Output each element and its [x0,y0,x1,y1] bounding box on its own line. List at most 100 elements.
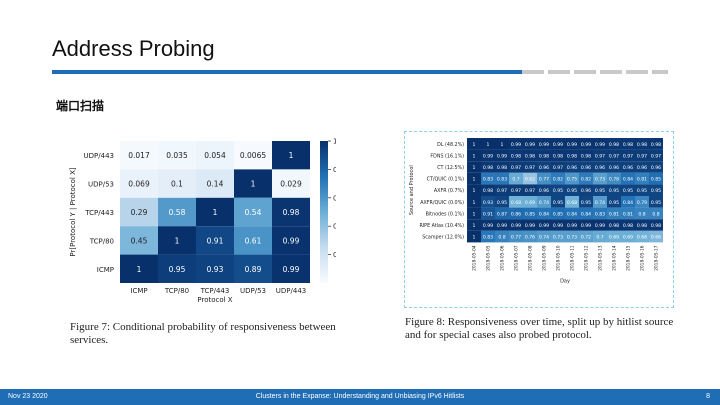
cell-value-label: 0.99 [539,223,549,229]
cell-value-label: 1 [137,265,142,274]
heatmap-cell [621,230,635,243]
heatmap-cell [523,172,537,185]
heatmap-cell [158,141,196,170]
heatmap-cell [649,230,663,243]
heatmap-cell [495,149,509,162]
cell-value-label: 0.99 [595,142,605,148]
heatmap-cell [495,184,509,196]
heatmap-cell [551,196,565,208]
heatmap-cell [495,230,509,243]
cell-value-label: 0.99 [497,153,507,159]
cell-value-label: 0.73 [595,177,605,183]
heatmap-cell [509,149,523,162]
cell-value-label: 0.85 [651,177,661,183]
cell-value-label: 0.95 [637,188,647,194]
heatmap-cell [120,254,158,283]
heatmap-cell [467,149,481,162]
heatmap-cell [537,196,551,208]
x-tick-label: 2018-05-17 [654,245,660,271]
x-axis-label: Day [560,278,570,284]
heatmap-cell [120,197,158,227]
x-tick-label: 2018-05-05 [486,245,492,271]
cell-value-label: 0.79 [637,200,647,206]
cell-value-label: 0.74 [539,235,549,241]
cell-value-label: 0.69 [623,235,633,241]
heatmap-cell [196,254,234,283]
cell-value-label: 0.98 [623,142,633,148]
cell-value-label: 0.74 [595,200,605,206]
heatmap-cell [565,138,579,150]
x-tick-label: 2018-05-16 [640,245,646,271]
y-tick-label: FDNS (16.1%) [430,153,464,159]
cell-value-label: 0.83 [483,177,493,183]
heatmap-cell [196,197,234,227]
heatmap-cell [593,172,607,185]
cell-value-label: 0.97 [525,165,535,171]
cell-value-label: 0.91 [207,236,224,245]
heatmap-cell [481,184,495,196]
heatmap-cell [158,226,196,255]
title-underline [52,70,668,74]
heatmap-cell [607,196,621,208]
colorbar-tick-label: 1.0 [333,138,336,146]
cell-value-label: 0.1 [171,180,183,189]
heatmap-cell [234,169,272,198]
cell-value-label: 0.7 [512,177,519,183]
y-tick-label: AXFR (0.7%) [434,188,464,194]
cell-value-label: 0.14 [207,180,224,189]
heatmap-cell [607,161,621,173]
cell-value-label: 0.98 [651,142,661,148]
heatmap-cell [481,161,495,173]
cell-value-label: 0.86 [511,211,521,217]
cell-value-label: 0.75 [567,177,577,183]
cell-value-label: 0.98 [637,223,647,229]
colorbar-tick-label: 0.2 [333,251,336,259]
cell-value-label: 0.0065 [240,151,266,160]
colorbar [320,141,328,283]
y-tick-label: CT (12.5%) [437,165,464,171]
cell-value-label: 0.91 [483,211,493,217]
x-tick-label: 2018-05-10 [556,245,562,271]
figure7-heatmap: 0.017 0.035 0.054 0.0065 1 UDP/443 0.069 0.1 0.1… [66,134,336,344]
heatmap-cell [635,161,649,173]
heatmap-cell [234,197,272,227]
heatmap-cell [509,161,523,173]
cell-value-label: 0.89 [245,265,262,274]
heatmap-cell [551,207,565,220]
cell-value-label: 0.68 [567,200,577,206]
heatmap-cell [621,172,635,185]
cell-value-label: 0.8 [498,235,505,241]
heatmap-cell [481,149,495,162]
cell-value-label: 1 [473,188,476,194]
cell-value-label: 0.84 [623,177,633,183]
cell-value-label: 0.96 [581,165,591,171]
cell-value-label: 1 [289,151,294,160]
heatmap-cell [607,184,621,196]
heatmap-cell [579,138,593,150]
heatmap-cell [509,207,523,220]
heatmap-cell [272,254,310,283]
heatmap-cell [635,172,649,185]
cell-value-label: 0.84 [581,211,591,217]
cell-value-label: 0.81 [623,211,633,217]
cell-value-label: 0.45 [131,236,148,245]
cell-value-label: 0.95 [651,200,661,206]
cell-value-label: 0.98 [581,153,591,159]
heatmap-cell [467,172,481,185]
cell-value-label: 0.054 [204,151,226,160]
cell-value-label: 0.77 [511,235,521,241]
cell-value-label: 1 [473,142,476,148]
cell-value-label: 0.97 [525,188,535,194]
cell-value-label: 0.99 [497,223,507,229]
heatmap-cell [649,172,663,185]
heatmap-cell [551,184,565,196]
heatmap-cell [467,207,481,220]
cell-value-label: 0.95 [553,200,563,206]
cell-value-label: 0.99 [511,223,521,229]
heatmap-cell [579,161,593,173]
cell-value-label: 0.99 [525,223,535,229]
heatmap-cell [481,207,495,220]
heatmap-cell [593,207,607,220]
cell-value-label: 0.069 [128,180,150,189]
heatmap-cell [509,172,523,185]
